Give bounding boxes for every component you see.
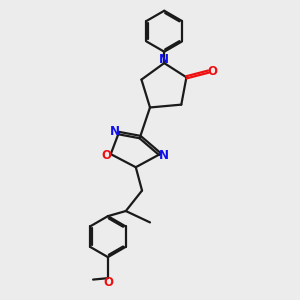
Text: N: N	[159, 149, 169, 162]
Text: O: O	[208, 65, 218, 78]
Text: O: O	[103, 277, 113, 290]
Text: N: N	[159, 53, 169, 66]
Text: O: O	[101, 149, 111, 162]
Text: N: N	[110, 125, 120, 138]
